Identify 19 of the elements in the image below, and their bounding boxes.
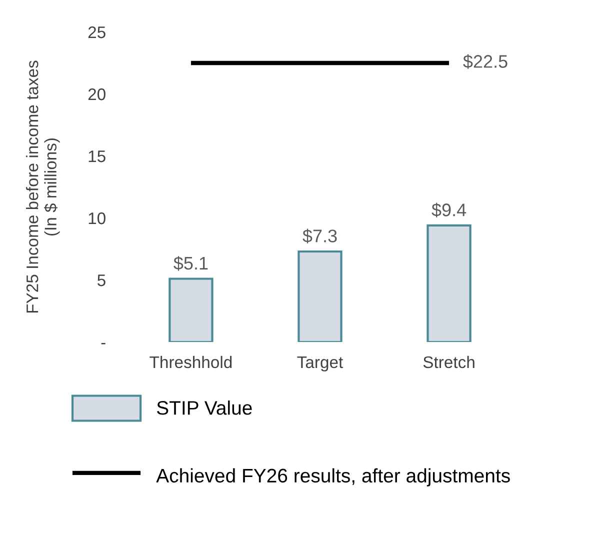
y-axis-title: FY25 Income before income taxes (In $ millions): [26, 60, 60, 313]
x-tick-label: Threshhold: [150, 356, 232, 368]
x-tick-label: Target: [297, 356, 344, 372]
y-tick-label: 10: [88, 212, 106, 224]
y-tick-label: 25: [88, 26, 106, 38]
bar: [168, 278, 214, 342]
data-label: $5.1: [174, 256, 208, 271]
y-tick-label: 5: [98, 274, 106, 286]
legend-label: STIP Value: [156, 400, 252, 415]
data-label: $9.4: [432, 202, 466, 218]
x-tick-label: Stretch: [423, 356, 474, 368]
bar: [298, 250, 342, 342]
bar: [426, 224, 472, 342]
y-tick-label: -: [101, 342, 106, 344]
data-label: $22.5: [463, 54, 508, 69]
data-label: $7.3: [302, 228, 337, 244]
legend-label: Achieved FY26 results, after adjustments: [156, 468, 510, 486]
y-tick-label: 20: [88, 88, 106, 100]
y-tick-label: 15: [88, 150, 106, 162]
